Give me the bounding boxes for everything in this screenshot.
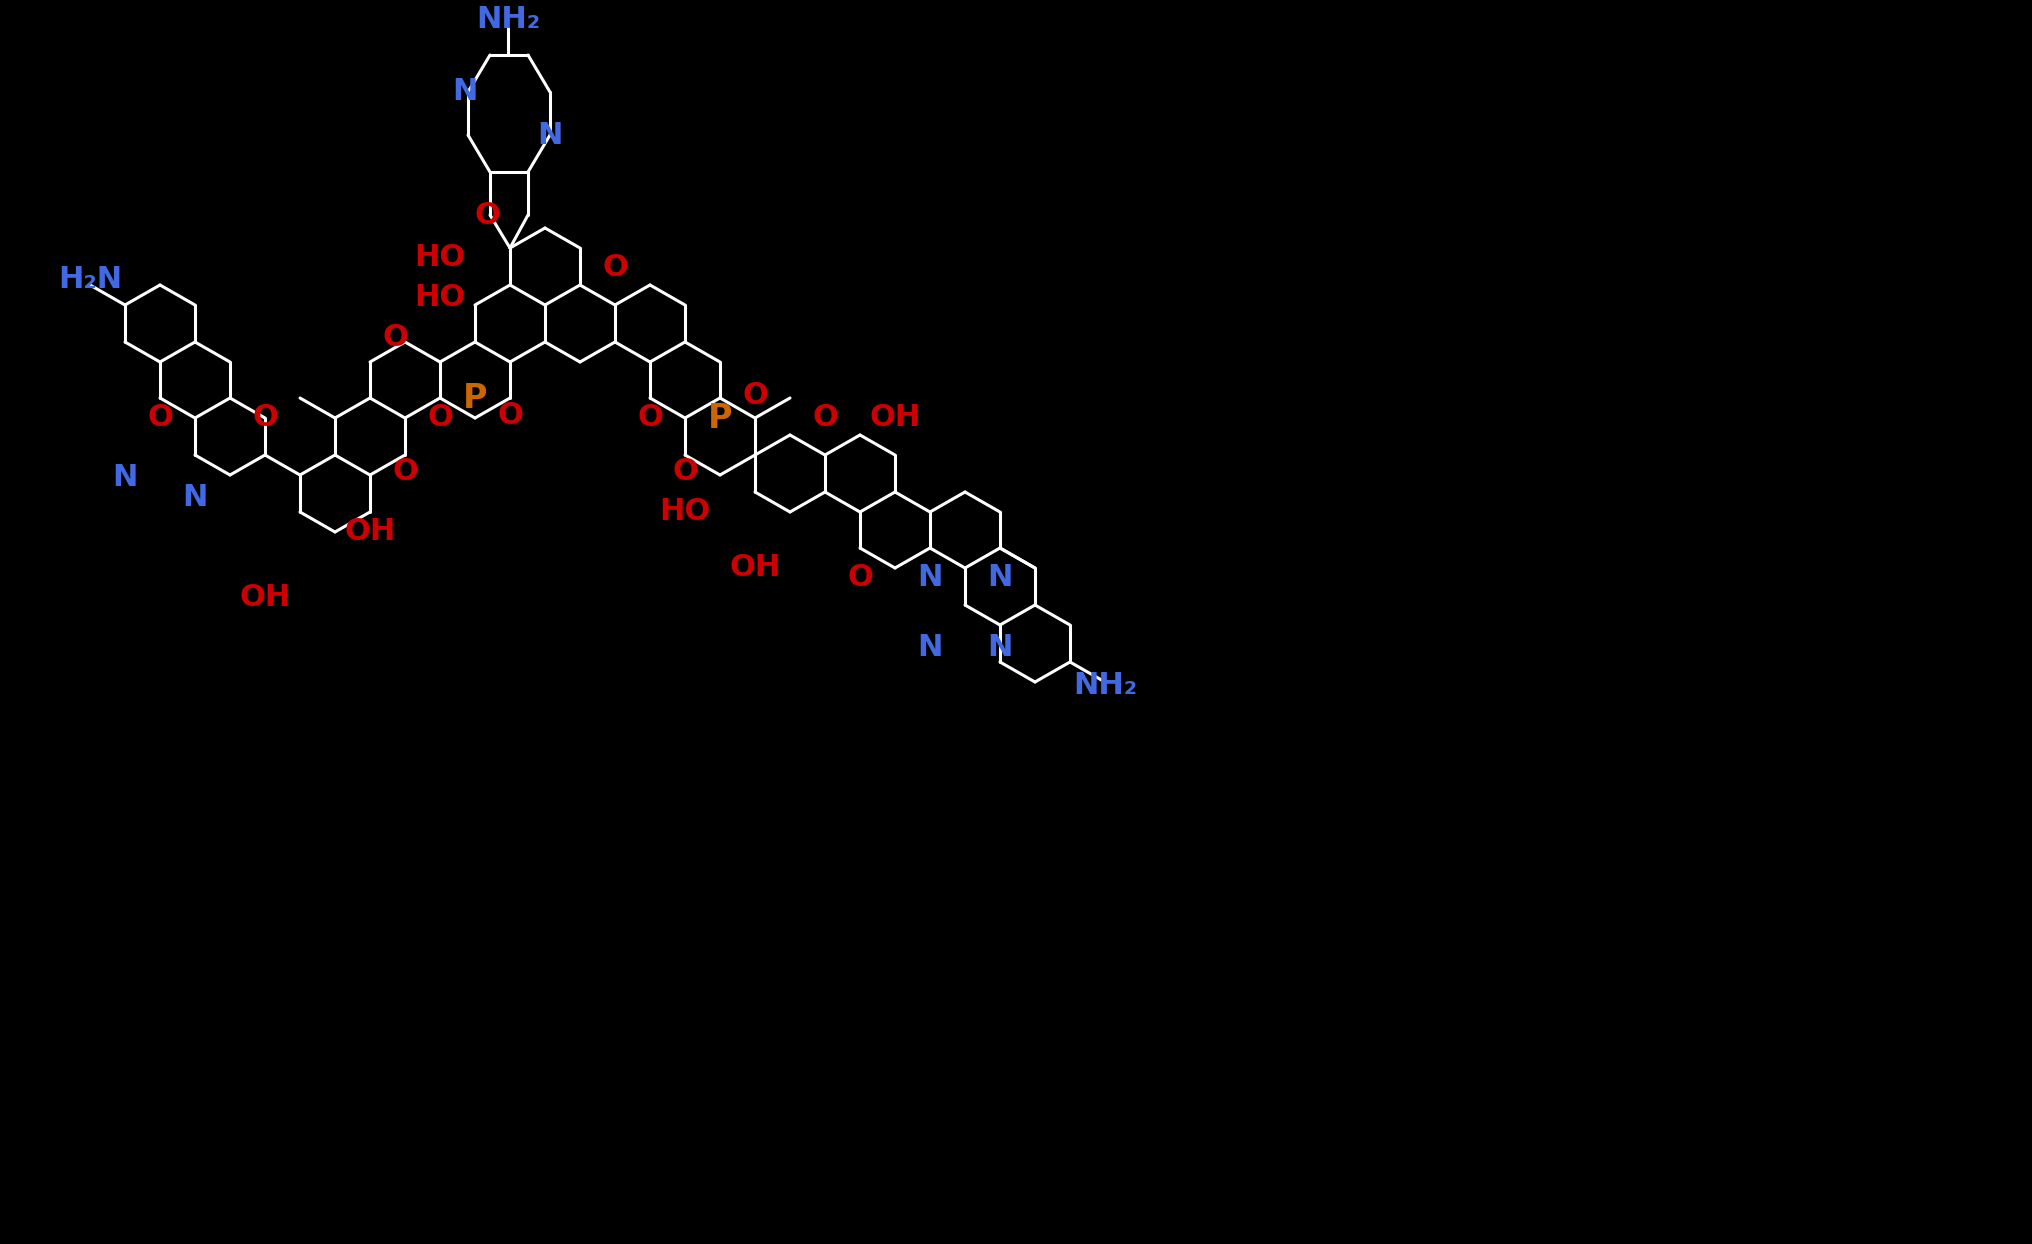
Text: N: N <box>988 633 1012 663</box>
Text: P: P <box>707 402 732 434</box>
Text: NH₂: NH₂ <box>1073 671 1138 699</box>
Text: P: P <box>463 382 488 414</box>
Text: O: O <box>473 200 500 229</box>
Text: O: O <box>742 381 768 409</box>
Text: O: O <box>601 253 628 281</box>
Text: OH: OH <box>343 518 396 546</box>
Text: O: O <box>638 403 662 433</box>
Text: N: N <box>183 484 207 513</box>
Text: OH: OH <box>729 554 780 582</box>
Text: HO: HO <box>658 498 711 526</box>
Text: O: O <box>146 403 173 433</box>
Text: O: O <box>382 323 408 352</box>
Text: N: N <box>916 633 943 663</box>
Text: NH₂: NH₂ <box>475 5 541 35</box>
Text: OH: OH <box>240 583 291 612</box>
Text: N: N <box>916 564 943 592</box>
Text: O: O <box>252 403 278 433</box>
Text: H₂N: H₂N <box>59 265 122 295</box>
Text: N: N <box>988 564 1012 592</box>
Text: N: N <box>536 121 563 149</box>
Text: OH: OH <box>870 403 920 433</box>
Text: HO: HO <box>415 284 465 312</box>
Text: O: O <box>498 401 522 429</box>
Text: O: O <box>673 458 697 486</box>
Text: N: N <box>453 77 478 107</box>
Text: O: O <box>813 403 837 433</box>
Text: N: N <box>112 464 138 493</box>
Text: HO: HO <box>415 244 465 272</box>
Text: O: O <box>427 403 453 433</box>
Text: O: O <box>392 458 419 486</box>
Text: O: O <box>847 564 874 592</box>
